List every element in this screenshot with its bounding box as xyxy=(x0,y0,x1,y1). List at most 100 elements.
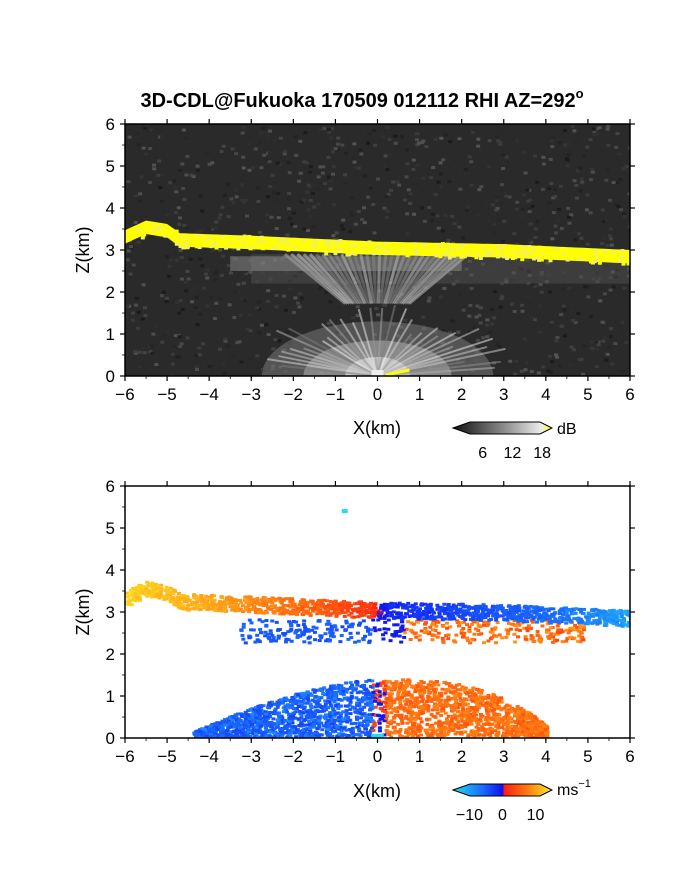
velocity-virga-cell xyxy=(565,637,570,641)
snr-noise-cell xyxy=(137,350,142,354)
velocity-bl-cell xyxy=(439,709,444,713)
velocity-bl-cell xyxy=(269,735,274,738)
snr-noise-cell xyxy=(156,173,161,177)
velocity-bl-cell xyxy=(473,693,478,697)
snr-noise-cell xyxy=(440,229,445,233)
velocity-virga-cell xyxy=(274,639,279,643)
snr-cloud-cell xyxy=(248,247,253,251)
velocity-virga-cell xyxy=(476,623,481,627)
velocity-bl-cell xyxy=(526,724,531,728)
snr-noise-cell xyxy=(476,137,481,141)
snr-fan-ray xyxy=(376,308,408,376)
snr-noise-cell xyxy=(433,137,438,141)
snr-cloud-cell xyxy=(361,244,366,248)
snr-noise-cell xyxy=(125,258,130,262)
velocity-bl-cell xyxy=(373,705,378,709)
snr-noise-cell xyxy=(605,267,610,271)
velocity-bl-cell xyxy=(306,719,311,723)
velocity-bl-cell xyxy=(390,687,395,691)
snr-noise-cell xyxy=(141,283,146,287)
velocity-bl-cell xyxy=(289,706,294,710)
velocity-bl-cell xyxy=(395,709,400,713)
velocity-bl-cell xyxy=(472,711,477,715)
velocity-cloud-cell xyxy=(323,607,328,611)
snr-noise-cell xyxy=(495,342,500,346)
velocity-bl-cell xyxy=(269,720,274,724)
velocity-bl-cell xyxy=(542,725,547,729)
velocity-bl-cell xyxy=(409,695,414,699)
velocity-bl-cell xyxy=(253,708,258,712)
snr-cloud-cell xyxy=(402,248,407,252)
velocity-bl-cell xyxy=(240,714,245,718)
velocity-bl-cell xyxy=(476,704,481,708)
snr-noise-cell xyxy=(588,211,593,215)
snr-noise-cell xyxy=(498,142,503,146)
velocity-virga-cell xyxy=(546,635,551,639)
snr-cloud-cell xyxy=(620,249,625,253)
velocity-virga-cell xyxy=(382,627,387,631)
velocity-bl-cell xyxy=(382,719,387,723)
velocity-bl-cell xyxy=(447,681,452,685)
velocity-bl-cell xyxy=(456,720,461,724)
snr-cloud-cell xyxy=(459,255,464,259)
velocity-bl-cell xyxy=(516,730,521,734)
velocity-bl-cell xyxy=(342,726,347,730)
snr-cloud-cell xyxy=(575,249,580,253)
velocity-bl-cell xyxy=(477,690,482,694)
snr-cloud-cell xyxy=(502,255,507,259)
snr-noise-cell xyxy=(620,321,625,325)
snr-cloud-cell xyxy=(220,235,225,239)
snr-noise-cell xyxy=(277,339,282,343)
velocity-bl-cell xyxy=(404,735,409,738)
snr-noise-cell xyxy=(386,192,391,196)
snr-cloud-cell xyxy=(598,257,603,261)
velocity-bl-cell xyxy=(543,728,548,732)
velocity-bl-cell xyxy=(364,702,369,706)
velocity-virga-cell xyxy=(312,630,317,634)
velocity-virga-cell xyxy=(529,637,534,641)
velocity-bl-cell xyxy=(377,729,382,733)
velocity-virga-cell xyxy=(568,635,573,639)
velocity-virga-cell xyxy=(530,620,535,624)
velocity-bl-cell xyxy=(416,723,421,727)
velocity-bl-cell xyxy=(218,721,223,725)
snr-noise-cell xyxy=(185,269,190,273)
velocity-bl-cell xyxy=(283,704,288,708)
snr-noise-cell xyxy=(275,153,280,157)
velocity-bl-cell xyxy=(449,725,454,729)
snr-cloud-cell xyxy=(467,250,472,254)
velocity-virga-cell xyxy=(553,632,558,636)
snr-noise-cell xyxy=(284,270,289,274)
velocity-bl-cell xyxy=(515,715,520,719)
velocity-bl-cell xyxy=(471,696,476,700)
snr-noise-cell xyxy=(127,135,132,139)
snr-noise-cell xyxy=(191,175,196,179)
snr-noise-cell xyxy=(616,201,621,205)
snr-noise-cell xyxy=(302,160,307,164)
snr-cloud-cell xyxy=(465,247,470,251)
velocity-bl-cell xyxy=(424,686,429,690)
snr-noise-cell xyxy=(498,141,503,145)
velocity-cloud-cell xyxy=(212,608,217,612)
velocity-bl-cell xyxy=(291,728,296,732)
velocity-bl-cell xyxy=(477,733,482,737)
velocity-virga-cell xyxy=(310,628,315,632)
velocity-virga-cell xyxy=(326,619,331,623)
velocity-bl-cell xyxy=(325,688,330,692)
snr-fan-ray xyxy=(351,322,379,376)
snr-noise-cell xyxy=(562,128,567,132)
snr-noise-cell xyxy=(539,272,544,276)
velocity-bl-cell xyxy=(504,727,509,731)
snr-noise-cell xyxy=(234,315,239,319)
snr-noise-cell xyxy=(492,222,497,226)
velocity-cloud-cell xyxy=(233,609,238,613)
velocity-bl-cell xyxy=(440,735,445,738)
velocity-bl-cell xyxy=(408,719,413,723)
snr-noise-cell xyxy=(424,145,429,149)
velocity-bl-cell xyxy=(280,701,285,705)
velocity-bl-cell xyxy=(288,731,293,735)
velocity-bl-cell xyxy=(351,688,356,692)
snr-noise-cell xyxy=(176,230,181,234)
velocity-virga-cell xyxy=(430,628,435,632)
snr-noise-cell xyxy=(272,139,277,143)
